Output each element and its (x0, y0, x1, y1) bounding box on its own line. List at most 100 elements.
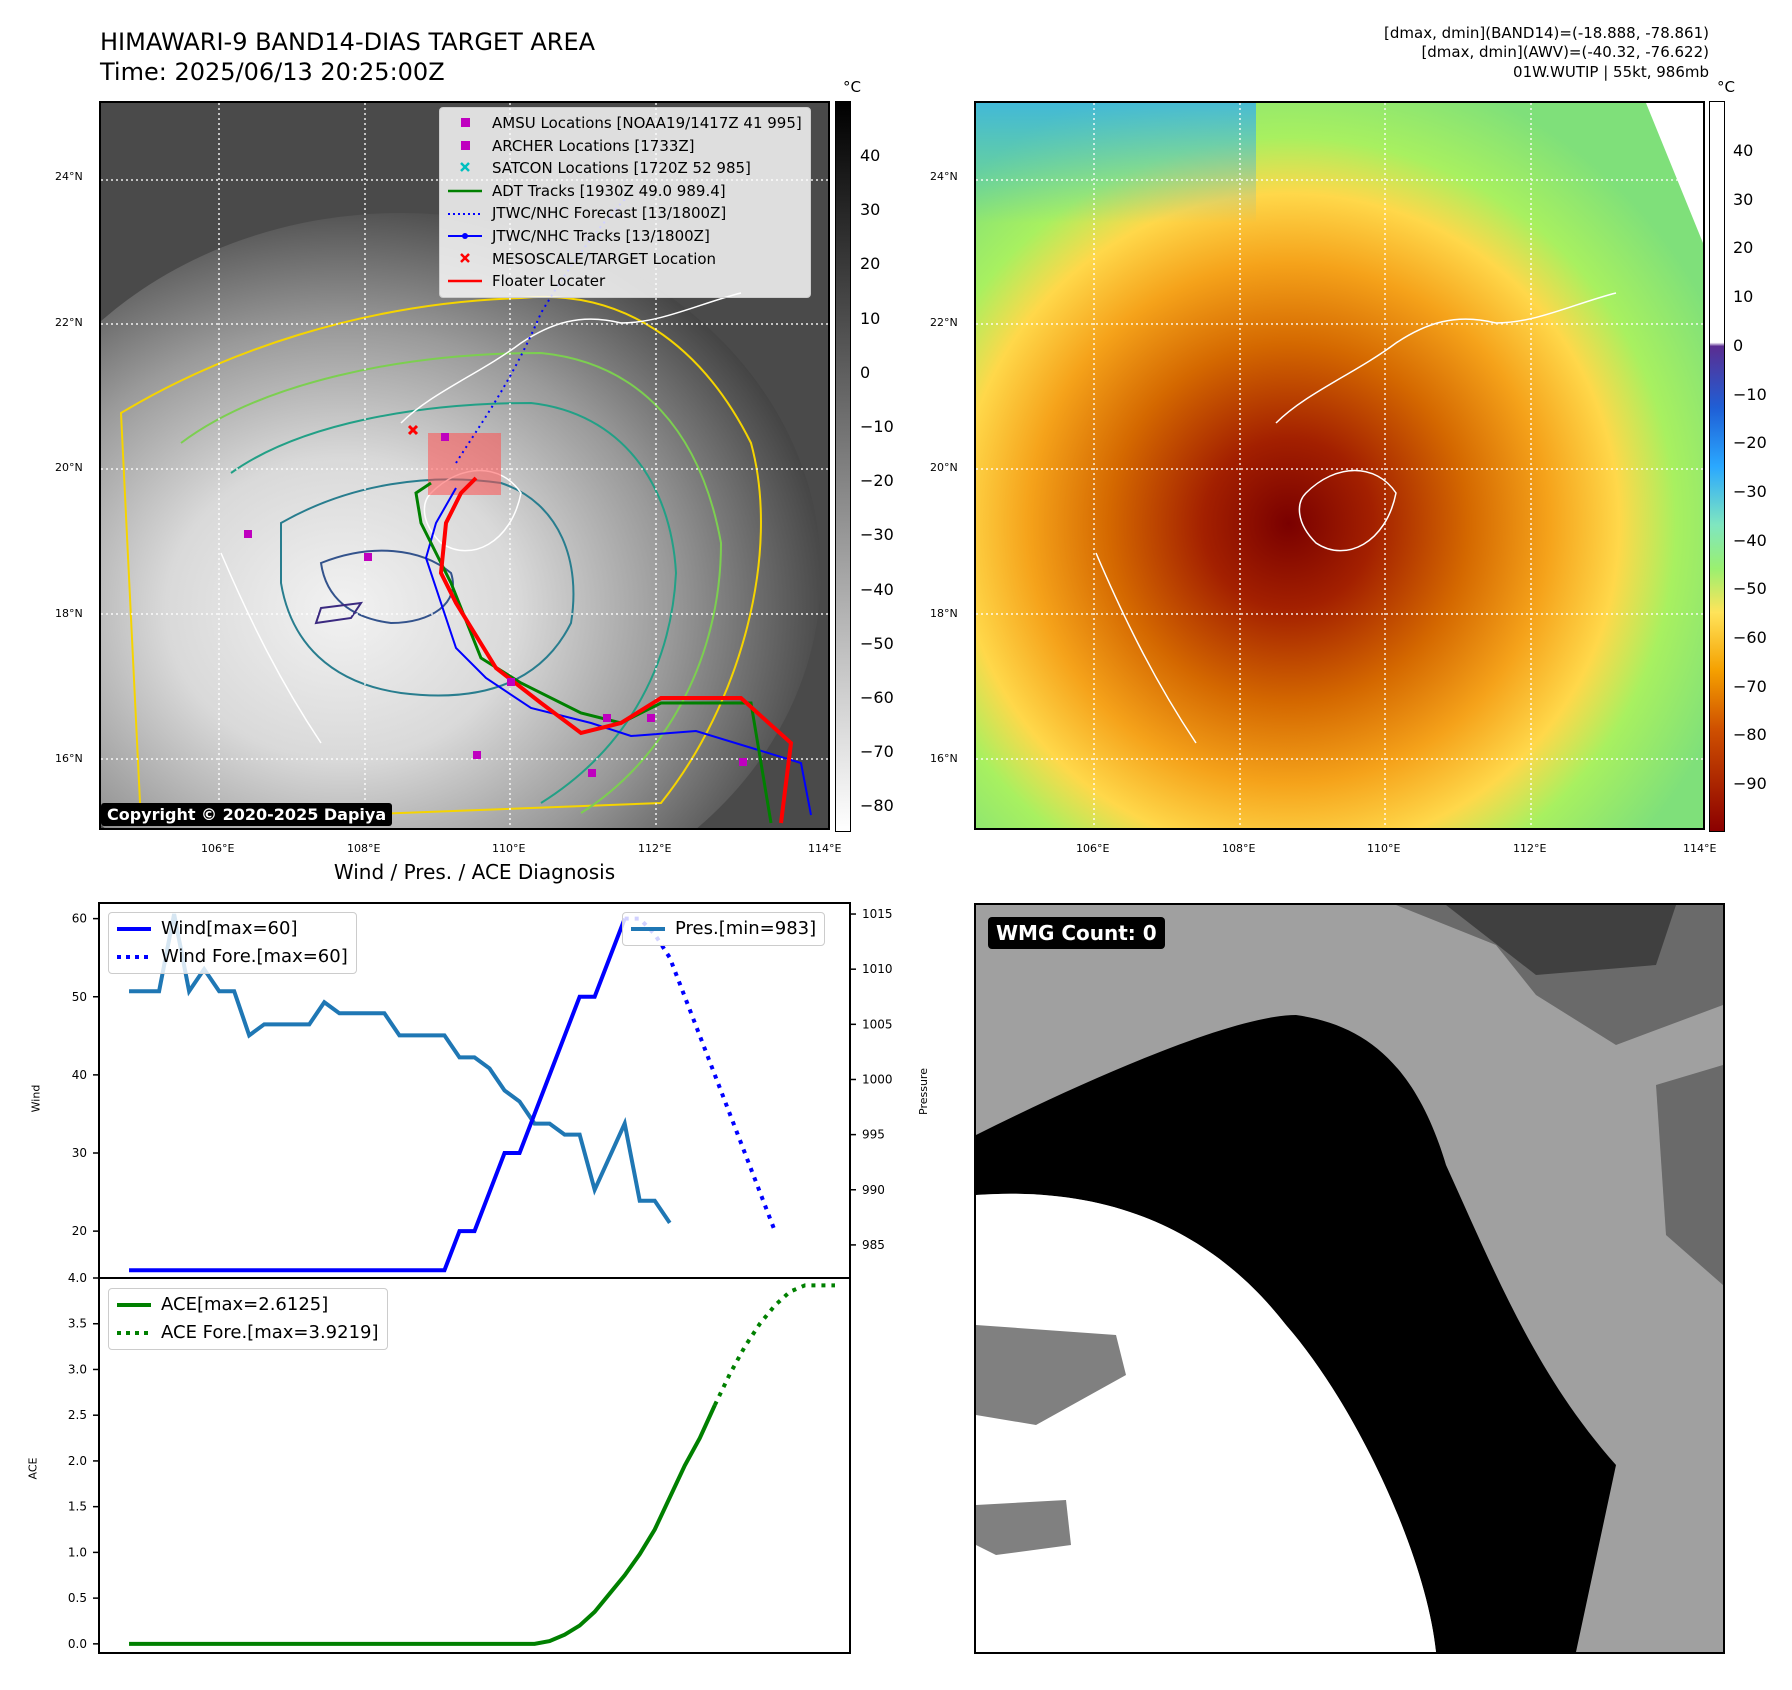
colorbar-tick-label: 10 (860, 308, 881, 328)
lon-tick-label: 110°E (492, 842, 526, 855)
colorbar-tick-label: −90 (1733, 774, 1767, 794)
stats-line-1: [dmax, dmin](BAND14)=(-18.888, -78.861) (1384, 24, 1709, 42)
legend-symbol-icon (448, 230, 482, 242)
wind-tick-label: 40 (72, 1068, 87, 1082)
colorbar-tick-label: 30 (1733, 189, 1754, 209)
ace-series-line (129, 1404, 717, 1646)
pressure-tick-label: 1000 (862, 1072, 893, 1086)
colorbar-tick-label: −80 (1733, 725, 1767, 745)
legend-item: AMSU Locations [NOAA19/1417Z 41 995] (448, 112, 802, 135)
lon-tick-label: 112°E (638, 842, 672, 855)
colorbar-tick-label: −40 (860, 579, 894, 599)
wind-legend-label: Wind[max=60] (161, 918, 298, 939)
pressure-tick-label: 1015 (862, 907, 893, 921)
legend-item: MESOSCALE/TARGET Location (448, 248, 802, 271)
lon-tick-label: 112°E (1513, 842, 1547, 855)
colorbar-tick-label: 20 (860, 254, 881, 274)
colorbar-tick-label: −60 (1733, 628, 1767, 647)
pressure-tick-label: 1005 (862, 1017, 893, 1031)
legend-item: Floater Locater (448, 270, 802, 293)
pressure-axis-label: Pressure (916, 1068, 930, 1115)
colorbar-tick-label: −80 (860, 796, 894, 816)
wind-tick-label: 60 (72, 912, 87, 926)
storm-info: 01W.WUTIP | 55kt, 986mb (1513, 63, 1709, 81)
legend-symbol-icon (448, 252, 482, 265)
awv-map-panel (974, 101, 1705, 830)
colorbar-tick-label: −40 (1733, 530, 1767, 550)
lat-tick-label: 16°N (55, 752, 83, 765)
colorbar-tick-label: −30 (860, 525, 894, 545)
legend-symbol-icon (448, 208, 482, 220)
colorbar-tick-label: 0 (860, 362, 871, 382)
pressure-series-line (129, 913, 672, 1224)
lat-tick-label: 18°N (930, 607, 958, 620)
colorbar-tick-label: −70 (860, 742, 894, 762)
ace-tick-label: 0.0 (68, 1637, 87, 1651)
ace-tick-label: 2.5 (68, 1408, 87, 1422)
lon-tick-label: 114°E (1683, 842, 1717, 855)
awv-colorbar (1709, 101, 1725, 832)
legend-label: ADT Tracks [1930Z 49.0 989.4] (492, 181, 726, 200)
colorbar-tick-label: −10 (860, 417, 894, 436)
colorbar-tick-label: −20 (860, 471, 894, 491)
colorbar-tick-label: −10 (1733, 384, 1767, 404)
colorbar-tick-label: −50 (860, 633, 894, 653)
wind-tick-label: 30 (72, 1146, 87, 1160)
lat-tick-label: 16°N (930, 752, 958, 765)
ace-tick-label: 0.5 (68, 1591, 87, 1605)
colorbar-tick-label: 40 (860, 146, 881, 165)
legend-symbol-icon (448, 275, 482, 287)
ace-axis-label: ACE (26, 1457, 40, 1480)
lat-tick-label: 18°N (55, 607, 83, 620)
colorbar1-unit: °C (843, 78, 861, 96)
ace-tick-label: 3.0 (68, 1362, 87, 1376)
wind-legend: Wind[max=60] Wind Fore.[max=60] (108, 912, 357, 974)
legend-symbol-icon (448, 162, 482, 174)
pressure-tick-label: 1010 (862, 962, 893, 976)
colorbar-tick-label: 40 (1733, 141, 1754, 160)
ace-tick-label: 1.0 (68, 1545, 87, 1559)
figure-time: Time: 2025/06/13 20:25:00Z (100, 58, 445, 86)
ace-tick-label: 2.0 (68, 1454, 87, 1468)
ace-tick-label: 1.5 (68, 1500, 87, 1514)
map-legend: AMSU Locations [NOAA19/1417Z 41 995] ARCH… (439, 107, 811, 298)
legend-label: ARCHER Locations [1733Z] (492, 136, 695, 155)
legend-item: SATCON Locations [1720Z 52 985] (448, 157, 802, 180)
colorbar-tick-label: 20 (1733, 238, 1754, 258)
lon-tick-label: 110°E (1367, 842, 1401, 855)
wmg-count-badge: WMG Count: 0 (988, 917, 1165, 949)
lon-tick-label: 106°E (201, 842, 235, 855)
colorbar-tick-label: −30 (1733, 481, 1767, 501)
wind-tick-label: 50 (72, 990, 87, 1004)
wmg-image (976, 905, 1723, 1652)
pressure-legend-label: Pres.[min=983] (675, 918, 817, 939)
lat-tick-label: 22°N (930, 316, 958, 329)
legend-item: JTWC/NHC Tracks [13/1800Z] (448, 225, 802, 248)
diagnosis-chart: 60 50 40 30 20 1015 1010 1005 1000 995 990 985 4.0… (68, 902, 893, 1654)
legend-label: SATCON Locations [1720Z 52 985] (492, 159, 751, 178)
ace-legend: ACE[max=2.6125] ACE Fore.[max=3.9219] (108, 1288, 388, 1350)
lat-tick-label: 24°N (55, 170, 83, 183)
legend-symbol-icon (448, 117, 482, 129)
lat-tick-label: 24°N (930, 170, 958, 183)
pressure-legend: Pres.[min=983] (622, 912, 826, 946)
legend-label: JTWC/NHC Tracks [13/1800Z] (492, 226, 710, 245)
wind-series-line (129, 917, 627, 1273)
lat-tick-label: 22°N (55, 316, 83, 329)
pressure-tick-label: 985 (862, 1238, 885, 1252)
colorbar-tick-label: −50 (1733, 579, 1767, 599)
colorbar-tick-label: 30 (860, 200, 881, 220)
diagnosis-title: Wind / Pres. / ACE Diagnosis (333, 860, 616, 884)
ace-forecast-legend-label: ACE Fore.[max=3.9219] (161, 1322, 379, 1343)
awv-map (976, 103, 1703, 828)
ace-tick-label: 3.5 (68, 1317, 87, 1331)
figure-title: HIMAWARI-9 BAND14-DIAS TARGET AREA (100, 28, 596, 56)
wind-tick-label: 20 (72, 1224, 87, 1238)
colorbar-tick-label: 10 (1733, 287, 1754, 307)
lon-tick-label: 108°E (347, 842, 381, 855)
ace-forecast-series-line (713, 1283, 835, 1407)
lon-tick-label: 106°E (1076, 842, 1110, 855)
legend-symbol-icon (448, 185, 482, 197)
band14-map-panel: AMSU Locations [NOAA19/1417Z 41 995] ARCH… (99, 101, 830, 830)
legend-item: ARCHER Locations [1733Z] (448, 135, 802, 158)
